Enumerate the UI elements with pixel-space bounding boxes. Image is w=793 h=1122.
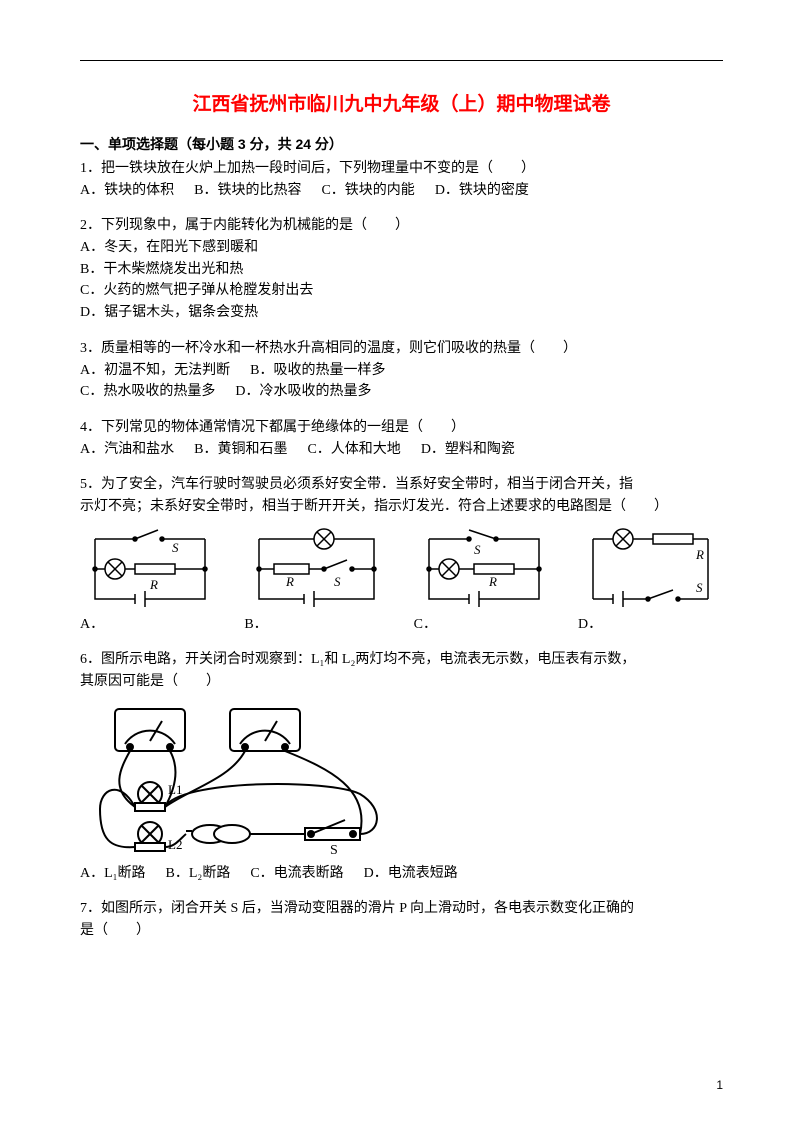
circuit-a-s: S bbox=[172, 540, 179, 555]
question-1: 1．把一铁块放在火炉上加热一段时间后，下列物理量中不变的是（ ） A．铁块的体积… bbox=[80, 158, 723, 201]
circuit-c-r: R bbox=[488, 574, 497, 589]
q5-label-a: A． bbox=[80, 617, 104, 632]
q4-stem: 4．下列常见的物体通常情况下都属于绝缘体的一组是（ ） bbox=[80, 417, 723, 439]
q5-circuit-b: R S B． bbox=[244, 524, 389, 636]
q5-circuit-a: S R A． bbox=[80, 524, 220, 636]
exam-title: 江西省抚州市临川九中九年级（上）期中物理试卷 bbox=[80, 89, 723, 116]
circuit-b-s: S bbox=[334, 574, 341, 589]
q1-opt-b: B．铁块的比热容 bbox=[194, 180, 301, 202]
q7-stem-line1: 7．如图所示，闭合开关 S 后，当滑动变阻器的滑片 P 向上滑动时，各电表示数变… bbox=[80, 898, 723, 920]
q5-circuit-row: S R A． bbox=[80, 524, 723, 636]
q5-circuit-c: S R C． bbox=[414, 524, 554, 636]
question-4: 4．下列常见的物体通常情况下都属于绝缘体的一组是（ ） A．汽油和盐水 B．黄铜… bbox=[80, 417, 723, 460]
q2-opt-a: A．冬天，在阳光下感到暖和 bbox=[80, 237, 723, 259]
q6-stem-line1: 6．图所示电路，开关闭合时观察到：L₁和 L₂两灯均不亮，电流表无示数，电压表有… bbox=[80, 649, 723, 671]
q7-stem-line2: 是（ ） bbox=[80, 920, 723, 942]
q6-l1-label: L1 bbox=[168, 782, 182, 797]
q6-stem-line2: 其原因可能是（ ） bbox=[80, 671, 723, 693]
page-number: 1 bbox=[716, 1078, 723, 1092]
q3-stem: 3．质量相等的一杯冷水和一杯热水升高相同的温度，则它们吸收的热量（ ） bbox=[80, 338, 723, 360]
question-7: 7．如图所示，闭合开关 S 后，当滑动变阻器的滑片 P 向上滑动时，各电表示数变… bbox=[80, 898, 723, 941]
q3-options-row2: C．热水吸收的热量多 D．冷水吸收的热量多 bbox=[80, 381, 723, 403]
q3-options-row1: A．初温不知，无法判断 B．吸收的热量一样多 bbox=[80, 360, 723, 382]
q2-stem: 2．下列现象中，属于内能转化为机械能的是（ ） bbox=[80, 215, 723, 237]
q6-s-label: S bbox=[330, 843, 338, 858]
q4-opt-d: D．塑料和陶瓷 bbox=[421, 439, 515, 461]
q3-opt-a: A．初温不知，无法判断 bbox=[80, 360, 230, 382]
q6-figure: L1 L2 S bbox=[80, 699, 723, 859]
circuit-a-svg: S R bbox=[80, 524, 220, 614]
circuit-b-svg: R S bbox=[244, 524, 389, 614]
q5-stem-line2: 示灯不亮；未系好安全带时，相当于断开开关，指示灯发光．符合上述要求的电路图是（ … bbox=[80, 496, 723, 518]
q4-options: A．汽油和盐水 B．黄铜和石墨 C．人体和大地 D．塑料和陶瓷 bbox=[80, 439, 723, 461]
q2-opt-b: B．干木柴燃烧发出光和热 bbox=[80, 259, 723, 281]
circuit-d-r: R bbox=[695, 547, 704, 562]
q4-opt-a: A．汽油和盐水 bbox=[80, 439, 174, 461]
question-5: 5．为了安全，汽车行驶时驾驶员必须系好安全带．当系好安全带时，相当于闭合开关，指… bbox=[80, 474, 723, 635]
q6-opt-d: D．电流表短路 bbox=[364, 863, 458, 885]
circuit-a-r: R bbox=[149, 577, 158, 592]
circuit-d-s: S bbox=[696, 580, 703, 595]
question-2: 2．下列现象中，属于内能转化为机械能的是（ ） A．冬天，在阳光下感到暖和 B．… bbox=[80, 215, 723, 323]
q5-label-b: B． bbox=[244, 617, 267, 632]
circuit-b-r: R bbox=[285, 574, 294, 589]
q1-opt-a: A．铁块的体积 bbox=[80, 180, 174, 202]
q6-opt-a: A．L₁断路 bbox=[80, 863, 146, 885]
question-3: 3．质量相等的一杯冷水和一杯热水升高相同的温度，则它们吸收的热量（ ） A．初温… bbox=[80, 338, 723, 403]
q6-opt-c: C．电流表断路 bbox=[250, 863, 343, 885]
q3-opt-d: D．冷水吸收的热量多 bbox=[235, 381, 371, 403]
question-6: 6．图所示电路，开关闭合时观察到：L₁和 L₂两灯均不亮，电流表无示数，电压表有… bbox=[80, 649, 723, 884]
section-1-heading: 一、单项选择题（每小题 3 分，共 24 分） bbox=[80, 134, 723, 154]
q3-opt-c: C．热水吸收的热量多 bbox=[80, 381, 215, 403]
q2-opt-c: C．火药的燃气把子弹从枪膛发射出去 bbox=[80, 280, 723, 302]
circuit-c-svg: S R bbox=[414, 524, 554, 614]
q4-opt-c: C．人体和大地 bbox=[307, 439, 400, 461]
q1-opt-d: D．铁块的密度 bbox=[435, 180, 529, 202]
q5-label-d: D． bbox=[578, 617, 602, 632]
q6-opt-b: B．L₂断路 bbox=[166, 863, 231, 885]
q2-opt-d: D．锯子锯木头，锯条会变热 bbox=[80, 302, 723, 324]
q4-opt-b: B．黄铜和石墨 bbox=[194, 439, 287, 461]
q5-stem-line1: 5．为了安全，汽车行驶时驾驶员必须系好安全带．当系好安全带时，相当于闭合开关，指 bbox=[80, 474, 723, 496]
q1-opt-c: C．铁块的内能 bbox=[321, 180, 414, 202]
circuit-d-svg: R S bbox=[578, 524, 723, 614]
q5-circuit-d: R S D． bbox=[578, 524, 723, 636]
q3-opt-b: B．吸收的热量一样多 bbox=[250, 360, 385, 382]
q1-options: A．铁块的体积 B．铁块的比热容 C．铁块的内能 D．铁块的密度 bbox=[80, 180, 723, 202]
q6-l2-label: L2 bbox=[168, 837, 182, 852]
q5-label-c: C． bbox=[414, 617, 437, 632]
q1-stem: 1．把一铁块放在火炉上加热一段时间后，下列物理量中不变的是（ ） bbox=[80, 158, 723, 180]
q6-circuit-svg: L1 L2 S bbox=[80, 699, 400, 859]
top-rule bbox=[80, 60, 723, 61]
q6-options: A．L₁断路 B．L₂断路 C．电流表断路 D．电流表短路 bbox=[80, 863, 723, 885]
circuit-c-s: S bbox=[474, 542, 481, 557]
